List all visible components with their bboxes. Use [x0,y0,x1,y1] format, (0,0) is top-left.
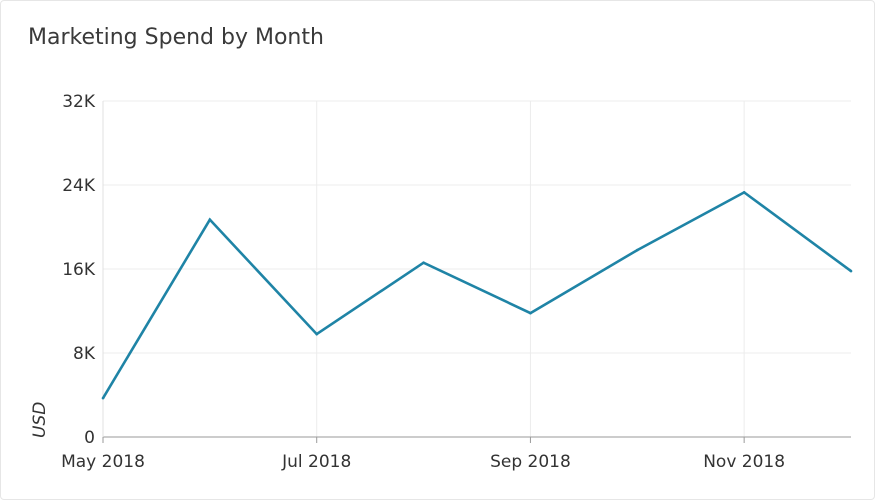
y-tick-label: 32K [62,92,96,112]
tick-labels: 0 8K 16K 24K 32K May 2018 Jul 2018 Sep 2018 Nov … [61,92,785,472]
axes [102,101,851,443]
data-point [101,396,105,400]
data-point [529,311,532,315]
chart-title: Marketing Spend by Month [28,25,324,50]
grid-lines [103,100,851,437]
data-point [422,261,425,265]
series-layer [101,190,853,400]
x-tick-label: Jul 2018 [281,452,351,472]
y-axis-title: USD [30,402,50,438]
data-point [208,218,212,221]
series-line [101,190,852,399]
x-tick-label: Sep 2018 [490,452,571,472]
y-tick-label: 0 [84,428,95,448]
data-point [635,248,639,252]
y-tick-label: 8K [73,344,96,364]
data-point [742,191,746,194]
y-tick-label: 24K [62,176,96,196]
y-tick-label: 16K [62,260,96,280]
x-tick-label: May 2018 [61,452,145,472]
data-point [315,332,319,336]
data-point [849,269,853,273]
x-tick-label: Nov 2018 [703,452,785,472]
